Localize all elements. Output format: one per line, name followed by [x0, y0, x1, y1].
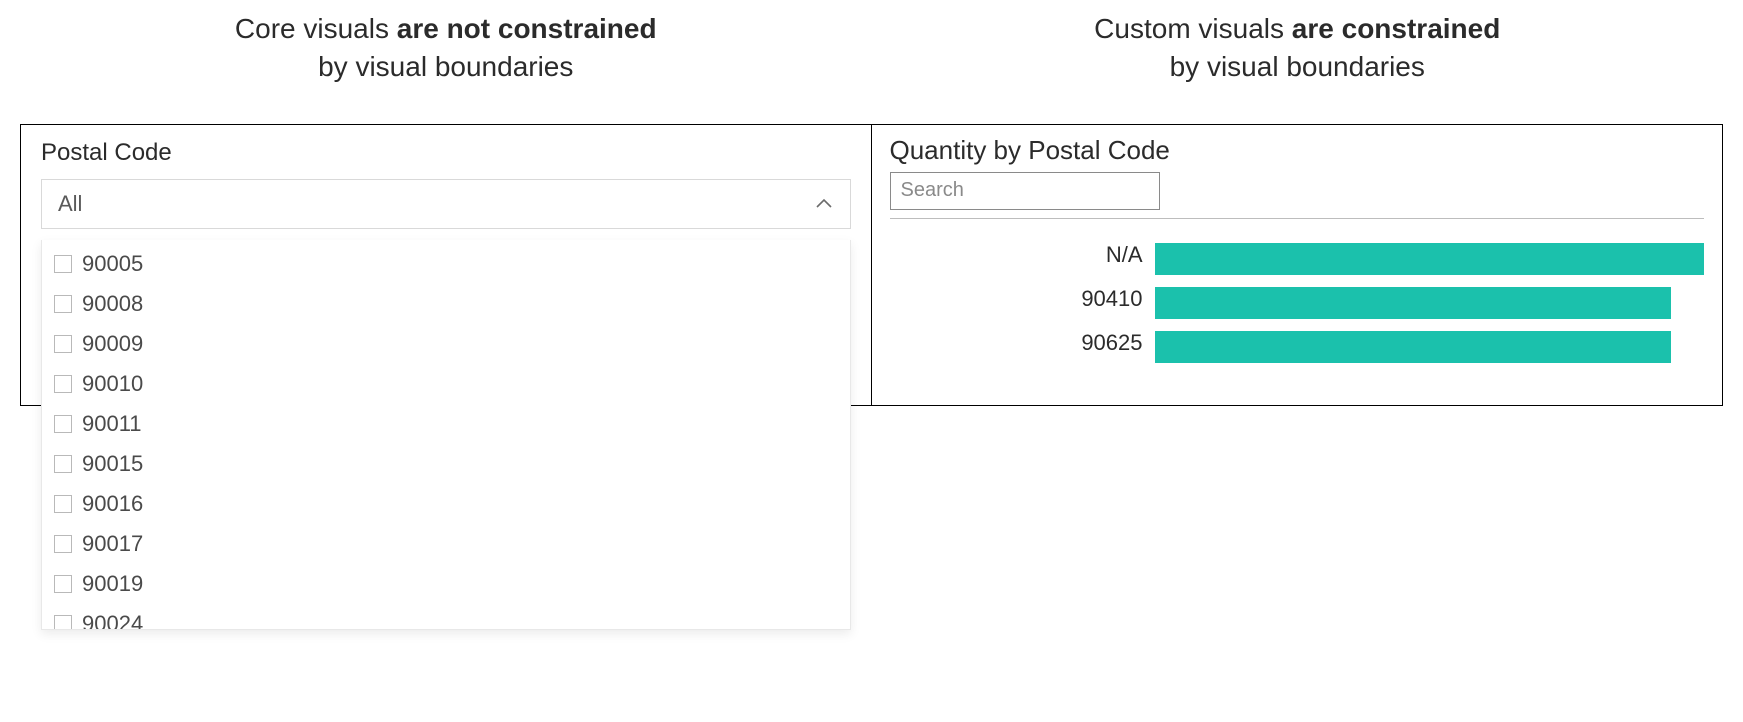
slicer-option[interactable]: 90011 [42, 404, 850, 444]
core-visuals-column: Core visuals are not constrained by visu… [20, 10, 872, 406]
checkbox-icon[interactable] [54, 615, 72, 629]
slicer-option-label: 90011 [82, 407, 142, 441]
custom-visuals-column: Custom visuals are constrained by visual… [872, 10, 1724, 406]
checkbox-icon[interactable] [54, 575, 72, 593]
slicer-option-label: 90024 [82, 607, 143, 629]
checkbox-icon[interactable] [54, 415, 72, 433]
bar-row: 90410 [890, 277, 1705, 321]
core-heading-pre: Core visuals [235, 13, 397, 44]
checkbox-icon[interactable] [54, 335, 72, 353]
divider [890, 218, 1705, 219]
slicer-option[interactable]: 90005 [42, 244, 850, 284]
checkbox-icon[interactable] [54, 495, 72, 513]
slicer-option-label: 90015 [82, 447, 143, 481]
bar-track [1155, 325, 1705, 361]
core-heading-bold: are not constrained [397, 13, 657, 44]
checkbox-icon[interactable] [54, 255, 72, 273]
bar-label: 90625 [890, 330, 1155, 356]
core-heading: Core visuals are not constrained by visu… [20, 10, 872, 86]
bar-label: N/A [890, 242, 1155, 268]
slicer-dropdown-list: 90005 90008 90009 90010 90011 90015 90016 90017… [41, 240, 851, 630]
slicer-visual: Postal Code All 900059000890009900109001… [20, 124, 872, 406]
slicer-dropdown[interactable]: All [41, 179, 851, 229]
bar-track [1155, 237, 1705, 273]
slicer-option[interactable]: 90024 [42, 604, 850, 629]
bar-track [1155, 281, 1705, 317]
custom-heading-post: by visual boundaries [1170, 51, 1425, 82]
custom-heading-bold: are constrained [1292, 13, 1501, 44]
slicer-option-label: 90009 [82, 327, 143, 361]
slicer-option-label: 90005 [82, 247, 143, 281]
checkbox-icon[interactable] [54, 535, 72, 553]
slicer-title: Postal Code [21, 125, 871, 179]
slicer-option-label: 90008 [82, 287, 143, 321]
custom-visual-title: Quantity by Postal Code [890, 135, 1705, 166]
slicer-option-label: 90019 [82, 567, 143, 601]
bar-label: 90410 [890, 286, 1155, 312]
slicer-option[interactable]: 90015 [42, 444, 850, 484]
custom-heading-pre: Custom visuals [1094, 13, 1292, 44]
slicer-selected-value: All [58, 191, 82, 217]
slicer-option[interactable]: 90019 [42, 564, 850, 604]
chevron-up-icon [814, 194, 834, 214]
search-placeholder: Search [901, 179, 964, 202]
bar[interactable] [1155, 243, 1705, 275]
checkbox-icon[interactable] [54, 295, 72, 313]
slicer-option-label: 90010 [82, 367, 143, 401]
slicer-option[interactable]: 90008 [42, 284, 850, 324]
checkbox-icon[interactable] [54, 455, 72, 473]
slicer-option[interactable]: 90010 [42, 364, 850, 404]
slicer-option[interactable]: 90016 [42, 484, 850, 524]
slicer-option-label: 90017 [82, 527, 143, 561]
custom-visual: Quantity by Postal Code Search N/A 90410 9… [871, 124, 1724, 406]
search-input[interactable]: Search [890, 172, 1160, 210]
custom-heading: Custom visuals are constrained by visual… [872, 10, 1724, 86]
slicer-option[interactable]: 90009 [42, 324, 850, 364]
slicer-option[interactable]: 90017 [42, 524, 850, 564]
bar-row: 90625 [890, 321, 1705, 365]
checkbox-icon[interactable] [54, 375, 72, 393]
bar[interactable] [1155, 331, 1672, 363]
slicer-option-label: 90016 [82, 487, 143, 521]
bar-row: N/A [890, 233, 1705, 277]
core-heading-post: by visual boundaries [318, 51, 573, 82]
bar-chart: N/A 90410 90625 [890, 233, 1705, 391]
bar[interactable] [1155, 287, 1672, 319]
